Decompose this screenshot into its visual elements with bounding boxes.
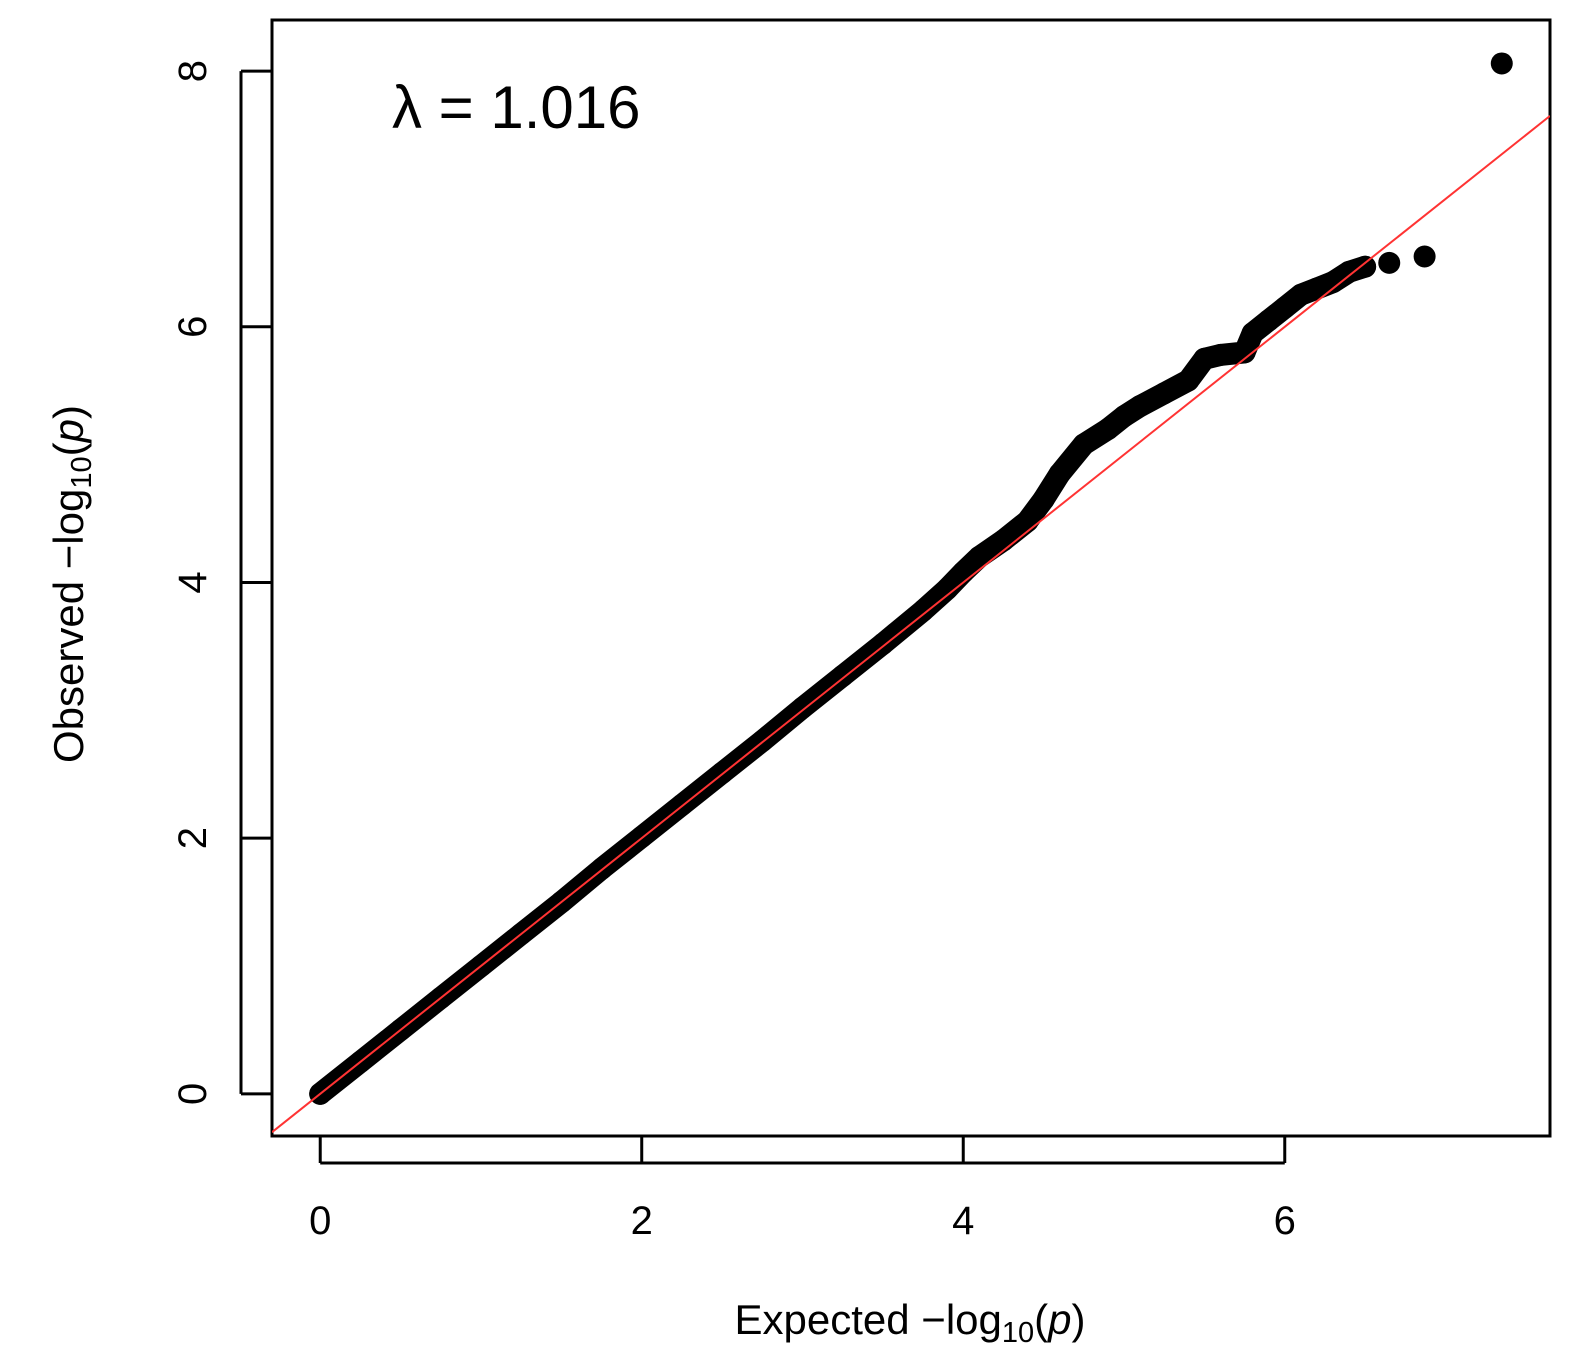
data-point (791, 696, 814, 719)
data-point (1096, 418, 1119, 441)
y-tick-label: 0 (171, 1083, 215, 1105)
data-point (992, 529, 1015, 552)
x-axis-title: Expected −log10(p) (735, 1296, 1086, 1349)
y-axis: 0 2 4 6 8 (171, 60, 272, 1105)
x-axis: 0 2 4 6 (309, 1136, 1296, 1243)
data-point (1032, 488, 1055, 511)
data-point (1016, 510, 1039, 533)
x-tick-label: 6 (1274, 1199, 1296, 1243)
lambda-annotation: λ = 1.016 (392, 74, 641, 141)
data-point (1413, 245, 1436, 268)
y-tick-label: 6 (171, 316, 215, 338)
data-point (1072, 433, 1095, 456)
data-point (1209, 343, 1232, 366)
data-point (912, 599, 935, 622)
data-point (1113, 405, 1135, 428)
data-point (1490, 52, 1513, 75)
data-point (1354, 255, 1377, 278)
x-tick-label: 0 (309, 1199, 331, 1243)
data-point (1257, 309, 1280, 332)
data-point (871, 632, 894, 655)
reference-line (272, 115, 1550, 1133)
y-tick-label: 8 (171, 60, 215, 82)
data-point (1153, 382, 1176, 405)
data-point (1233, 341, 1256, 364)
data-point (1273, 296, 1296, 319)
plot-frame (270, 18, 1552, 1138)
data-point (1378, 251, 1401, 274)
data-point (952, 561, 975, 584)
data-point (831, 664, 854, 687)
y-axis-title: Observed −log10(p) (45, 405, 98, 763)
data-point (936, 577, 959, 600)
data-point (968, 545, 991, 568)
y-tick-label: 4 (171, 571, 215, 593)
data-point (1048, 462, 1071, 485)
data-point (1241, 322, 1264, 345)
data-point (1177, 369, 1200, 392)
data-point (1321, 271, 1344, 294)
data-point (1129, 395, 1152, 418)
y-tick-label: 2 (171, 827, 215, 849)
x-tick-label: 2 (631, 1199, 653, 1243)
x-tick-label: 4 (952, 1199, 974, 1243)
